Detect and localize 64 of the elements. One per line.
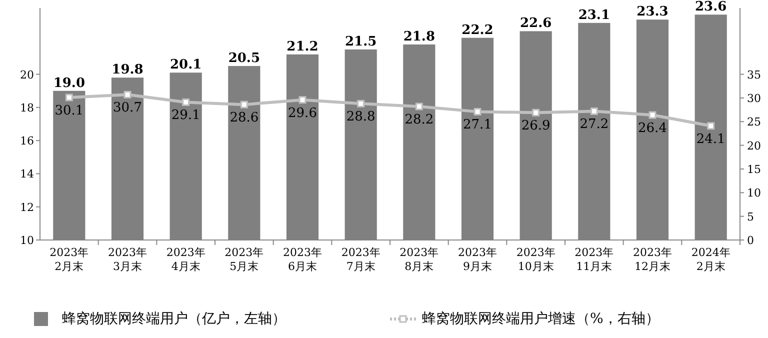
data-label: 22.6 [520,16,552,32]
data-label: 27.1 [463,118,492,133]
data-label: 19.8 [112,62,144,78]
x-tick-label: 2023年8月末 [398,246,440,274]
data-label: 24.1 [696,132,726,147]
y-tick-label: 12 [20,200,34,214]
point [590,107,598,115]
data-label: 23.6 [694,0,727,15]
legend-label: 蜂窝物联网终端用户（亿户，左轴） [62,310,286,328]
data-label: 20.1 [170,58,202,73]
x-tick-label: 2023年12月末 [632,246,673,274]
y2-tick-label: 30 [747,92,761,105]
data-label: 28.2 [404,112,434,128]
point [415,102,423,110]
data-label: 21.5 [344,34,377,50]
legend-label: 蜂窝物联网终端用户增速（%，右轴） [422,310,660,328]
point [474,108,482,116]
data-label: 19.0 [53,76,86,91]
point [532,108,540,116]
y2-tick-label: 0 [747,234,754,247]
point [298,96,306,104]
point [357,100,365,108]
y-tick-label: 16 [20,134,34,148]
data-label: 27.2 [580,117,609,132]
data-label: 21.2 [286,39,318,54]
data-label: 21.8 [403,29,436,44]
data-label: 20.5 [228,51,260,66]
y-tick-label: 20 [20,68,34,82]
point [124,90,132,98]
data-label: 26.9 [521,118,550,134]
x-tick-label: 2023年3月末 [107,246,148,274]
y2-tick-label: 25 [747,116,761,129]
data-label: 30.1 [54,103,84,118]
y2-tick-label: 10 [747,186,761,200]
x-tick-label: 2023年5月末 [224,246,265,274]
x-tick-label: 2023年2月末 [48,246,90,274]
point [65,94,73,102]
x-tick-label: 2023年4月末 [165,246,206,274]
point [707,122,715,130]
y2-tick-label: 20 [747,139,761,152]
x-tick-label: 2023年11月末 [574,246,615,274]
data-label: 29.6 [288,106,317,121]
y-tick-label: 18 [20,101,34,114]
x-tick-label: 2023年10月末 [515,246,556,274]
y2-tick-label: 15 [747,162,761,176]
y2-tick-label: 35 [747,68,761,82]
y2-tick-label: 5 [747,210,754,224]
point [240,100,248,108]
x-tick-label: 2023年6月末 [282,246,323,274]
x-tick-label: 2024年2月末 [690,246,732,274]
data-label: 26.4 [638,121,667,136]
y-tick-label: 10 [20,234,34,247]
data-label: 30.7 [113,100,142,116]
data-label: 23.3 [636,4,668,20]
point [182,98,190,106]
x-tick-label: 2023年7月末 [340,246,382,274]
data-label: 23.1 [578,8,610,23]
data-label: 22.2 [462,22,494,38]
data-label: 29.1 [171,108,200,124]
point [648,111,656,119]
x-tick-label: 2023年9月末 [457,246,498,274]
data-label: 28.6 [230,110,259,126]
y-tick-label: 14 [20,168,34,181]
data-label: 28.8 [346,110,376,125]
